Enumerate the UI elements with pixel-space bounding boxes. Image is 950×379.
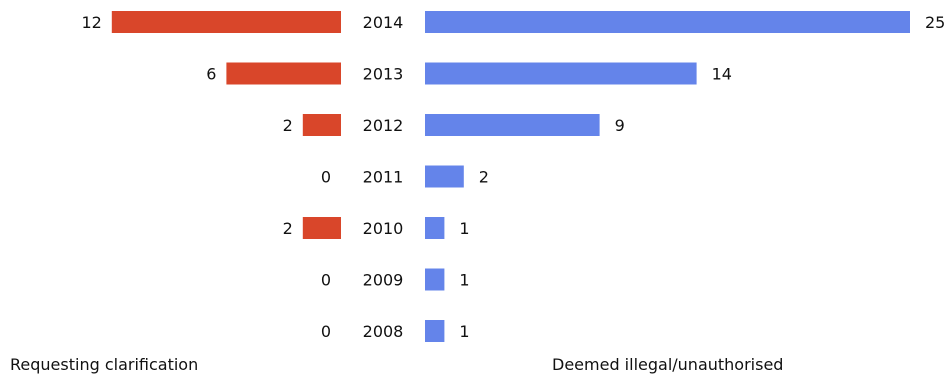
left-bars-group — [111, 11, 341, 239]
left-value-label-2014: 12 — [81, 13, 101, 32]
year-label-2010: 2010 — [363, 219, 404, 238]
right-bar-2013 — [425, 62, 697, 85]
left-value-label-2013: 6 — [206, 65, 216, 84]
left-series-label: Requesting clarification — [10, 355, 199, 374]
right-series-label: Deemed illegal/unauthorised — [552, 355, 784, 374]
right-value-label-2014: 25 — [925, 13, 945, 32]
right-bar-2009 — [425, 268, 445, 291]
right-bar-2008 — [425, 320, 445, 342]
left-value-label-2011: 0 — [321, 168, 331, 187]
right-value-label-2013: 14 — [712, 65, 732, 84]
left-bar-2010 — [302, 217, 341, 239]
year-label-2014: 2014 — [363, 13, 404, 32]
year-label-2013: 2013 — [363, 65, 404, 84]
right-value-label-2012: 9 — [615, 116, 625, 135]
year-label-2012: 2012 — [363, 116, 404, 135]
right-value-label-2009: 1 — [459, 271, 469, 290]
right-bars-group — [425, 11, 910, 342]
right-bar-2011 — [425, 165, 464, 188]
right-value-label-2011: 2 — [479, 168, 489, 187]
left-value-label-2010: 2 — [283, 219, 293, 238]
right-bar-2012 — [425, 114, 600, 136]
left-bar-2012 — [302, 114, 341, 136]
left-value-label-2009: 0 — [321, 271, 331, 290]
year-label-2008: 2008 — [363, 322, 404, 341]
labels-group: 12 2014 25 6 2013 14 2 2012 9 0 2011 2 2 2010 1 0 2009 1 0… — [81, 13, 945, 341]
right-bar-2014 — [425, 11, 910, 33]
right-value-label-2008: 1 — [459, 322, 469, 341]
left-bar-2014 — [111, 11, 341, 33]
year-label-2009: 2009 — [363, 271, 404, 290]
year-label-2011: 2011 — [363, 168, 404, 187]
right-bar-2010 — [425, 217, 445, 239]
left-value-label-2008: 0 — [321, 322, 331, 341]
left-bar-2013 — [226, 62, 341, 85]
left-value-label-2012: 2 — [283, 116, 293, 135]
right-value-label-2010: 1 — [459, 219, 469, 238]
